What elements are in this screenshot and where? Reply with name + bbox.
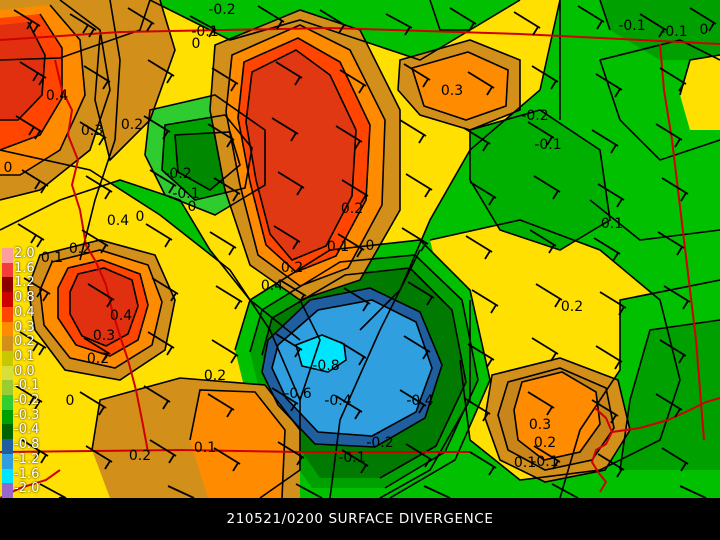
contour-label: -0.8	[312, 358, 339, 374]
contour-label: 0.2	[129, 448, 151, 464]
page-title: 210521/0200 SURFACE DIVERGENCE	[226, 511, 494, 527]
divergence-colorbar	[2, 248, 13, 498]
contour-label: 0.4	[261, 278, 283, 294]
colorbar-segment	[2, 365, 13, 381]
contour-label: 0.3	[441, 83, 463, 99]
fill-yellow-necorner	[680, 55, 720, 130]
fill-cyan-low-core	[296, 335, 346, 372]
river-se-branch	[611, 397, 720, 433]
contour-label: 0.2	[69, 241, 91, 257]
contour-label: 0.3	[93, 328, 115, 344]
contour-label: 0.4	[110, 308, 132, 324]
contour-label: 0.1	[514, 455, 536, 471]
river-se	[590, 407, 614, 493]
fill-red-lc2	[70, 268, 138, 346]
fill-blue-low-inner	[272, 300, 432, 436]
colorbar-segment	[2, 424, 13, 440]
contour-label: 0.2	[561, 299, 583, 315]
colorbar-segment	[2, 292, 13, 307]
contour-label: 0.2	[121, 117, 143, 133]
contour-label-layer: -0.2-0.10-0.1 0-0.10.40.3 0.20.3-0.2-0.1-0…	[4, 2, 709, 471]
contour-label: 0	[4, 160, 13, 176]
colorbar-segment	[2, 395, 13, 410]
map-panel: -0.2 -0.1 0 -0.1 0 -0.1 0.4 0.3 0.2 0.3 -0.2 -0.1 -0…	[0, 0, 720, 498]
contour-label: 0	[136, 209, 145, 225]
contour-label: 0.2	[204, 368, 226, 384]
contour-label: -0.1	[172, 186, 199, 202]
contour-label: 0.3	[81, 123, 103, 139]
colorbar-segment	[2, 439, 13, 454]
fill-orange-br	[514, 372, 600, 460]
contour-label: 0.1	[41, 250, 63, 266]
contour-label: -0.1	[531, 454, 558, 470]
contour-label: -0.1	[618, 18, 645, 34]
state-line-west	[54, 59, 149, 453]
political-boundaries	[0, 26, 720, 498]
colorbar-segment	[2, 409, 13, 425]
fill-green-sr2	[620, 320, 720, 470]
colorbar-segment	[2, 483, 13, 498]
contour-label: 0.1	[327, 239, 349, 255]
contour-label: 0.3	[529, 417, 551, 433]
state-line-east	[659, 43, 705, 441]
contour-label: 0.4	[46, 88, 68, 104]
colorbar-segment	[2, 262, 13, 278]
contour-label: -0.2	[366, 435, 393, 451]
contour-label: -0.1	[534, 137, 561, 153]
contour-label: -0.6	[284, 386, 311, 402]
fill-red-center2	[246, 50, 356, 260]
contour-label: -0.4	[406, 393, 433, 409]
contour-label: 0	[192, 36, 201, 52]
state-line-north	[0, 26, 720, 45]
contour-label: 0	[188, 199, 197, 215]
fill-orange-rc	[412, 52, 508, 120]
contour-label: -0.1	[338, 450, 365, 466]
colorbar-segment	[2, 380, 13, 396]
wind-barbs	[13, 5, 717, 498]
colorbar-segment	[2, 277, 13, 293]
contour-label: -0.4	[324, 393, 351, 409]
colorbar-segment	[2, 350, 13, 366]
colorbar-segment	[2, 321, 13, 337]
fill-brown-nw-band	[60, 0, 175, 160]
state-line-south	[0, 448, 470, 453]
contour-label: -0.2	[208, 2, 235, 18]
contour-label: 0	[366, 238, 375, 254]
contour-label: -0.1	[660, 24, 687, 40]
contour-label: -0.2	[164, 166, 191, 182]
fill-red-nw2	[0, 22, 45, 120]
contour-label: 0.1	[601, 216, 623, 232]
contour-label: 0.2	[87, 351, 109, 367]
colorbar-segment	[2, 468, 13, 484]
divergence-contour-plot: -0.2-0.10-0.1 0-0.10.40.3 0.20.3-0.2-0.1-0…	[0, 0, 720, 498]
contour-label: 0	[700, 22, 709, 38]
contour-label: 0.2	[281, 260, 303, 276]
fill-orange-bc	[190, 390, 285, 498]
colorbar-segment	[2, 336, 13, 351]
colorbar-segment	[2, 453, 13, 469]
contour-label: -0.1	[191, 24, 218, 40]
contour-label: 0.2	[534, 435, 556, 451]
contour-label: 0.4	[107, 213, 129, 229]
contour-label: -0.2	[521, 108, 548, 124]
contour-label: 0.2	[341, 201, 363, 217]
colorbar-segment	[2, 306, 13, 322]
contour-label: 0	[66, 393, 75, 409]
title-bar: 210521/0200 SURFACE DIVERGENCE	[0, 498, 720, 540]
colorbar-segment	[2, 248, 13, 263]
contour-label: 0.1	[194, 440, 216, 456]
